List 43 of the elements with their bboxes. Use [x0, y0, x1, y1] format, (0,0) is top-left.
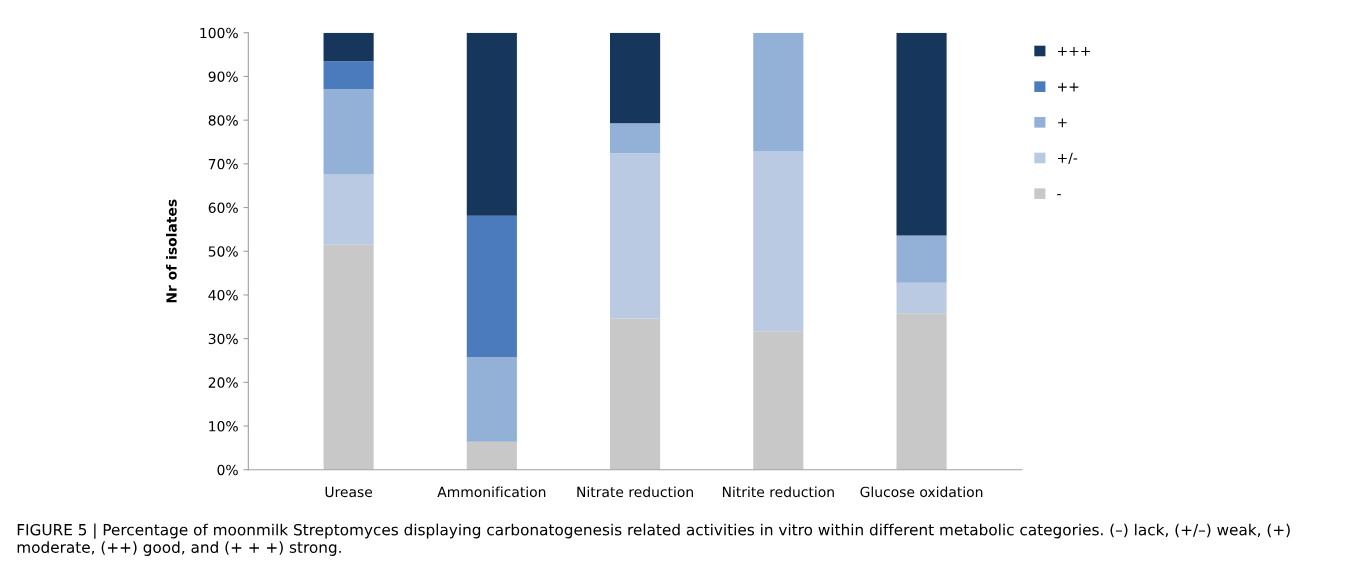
- legend-label: -: [1057, 194, 1061, 196]
- bar: [896, 32, 947, 236]
- bar: [753, 32, 804, 152]
- y-tick-label: 50%: [208, 246, 238, 257]
- y-tick-label: 80%: [208, 115, 238, 126]
- x-tick-label: Nitrate reduction: [577, 486, 693, 498]
- bar: [466, 357, 517, 442]
- bar: [896, 313, 947, 470]
- bar: [896, 235, 947, 283]
- y-tick-label: 0%: [217, 464, 238, 476]
- bar: [610, 318, 661, 470]
- bar: [323, 244, 374, 470]
- x-tick-label: Urease: [325, 486, 373, 498]
- x-tick-label: Glucose oxidation: [860, 486, 983, 498]
- bar: [610, 32, 661, 124]
- y-tick-label: 70%: [208, 158, 238, 170]
- y-tick-label: 40%: [208, 289, 238, 301]
- bar: [753, 151, 804, 332]
- bar: [753, 331, 804, 470]
- y-tick-label: 100%: [200, 27, 238, 39]
- y-tick-label: 90%: [208, 71, 238, 82]
- bar: [323, 89, 374, 174]
- bar: [610, 123, 661, 154]
- caption: FIGURE 5 | Percentage of moonmilk Streptomyces displaying carbonatogenesis related activities in vitro within different metabolic categories. (–) lack, (+/–) weak, (+) moderate, (++) good, and (+ + +) strong.: [17, 523, 1290, 556]
- y-tick-label: 60%: [208, 202, 238, 214]
- y-tick-label: 20%: [208, 377, 238, 388]
- bar: [323, 32, 374, 62]
- bar: [896, 282, 947, 314]
- bar: [323, 173, 374, 245]
- legend-label: +/-: [1058, 152, 1078, 165]
- legend-label: ++: [1058, 82, 1079, 92]
- legend-label: +++: [1058, 47, 1090, 56]
- x-tick-label: Ammonification: [437, 486, 546, 498]
- bar: [466, 215, 517, 358]
- y-tick-label: 10%: [209, 421, 238, 432]
- bar: [610, 153, 661, 319]
- bar: [466, 32, 517, 216]
- bar: [323, 61, 374, 90]
- x-tick-label: Nitrite reduction: [722, 486, 834, 498]
- y-tick-label: 30%: [208, 333, 238, 345]
- bar: [466, 441, 517, 470]
- y-axis-title: Nr of isolates: [166, 199, 177, 303]
- legend-label: +: [1058, 118, 1067, 128]
